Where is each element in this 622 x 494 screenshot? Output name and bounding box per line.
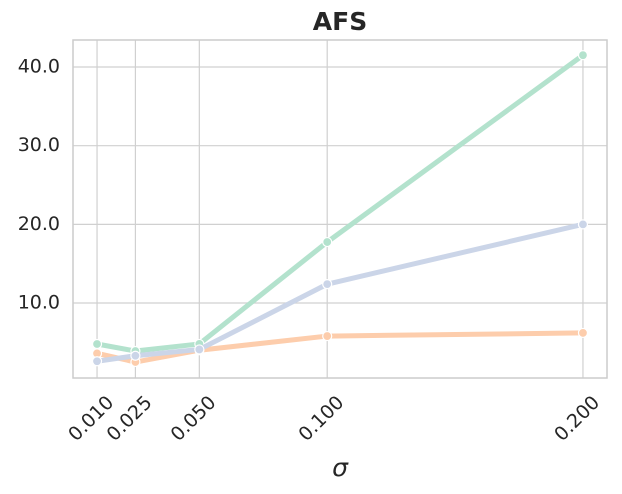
marker [577, 50, 589, 61]
x-tick-label: 0.200 [550, 392, 604, 446]
y-tick-label: 40.0 [18, 55, 60, 77]
x-tick-label: 0.100 [294, 392, 348, 446]
chart-title: AFS [313, 7, 367, 36]
marker [91, 338, 103, 350]
marker [322, 330, 333, 342]
marker [322, 279, 333, 290]
marker [577, 219, 589, 230]
line [94, 221, 586, 364]
y-tick-label: 20.0 [18, 213, 60, 235]
x-axis-label: σ [332, 453, 349, 482]
marker [322, 236, 333, 248]
plot-frame [72, 39, 608, 379]
marker [194, 344, 205, 355]
y-tick-label: 30.0 [18, 134, 60, 156]
y-tick-label: 10.0 [18, 292, 60, 314]
line [94, 52, 586, 354]
marker [130, 350, 141, 361]
marker [577, 327, 589, 339]
x-tick-label: 0.050 [166, 392, 220, 446]
marker [91, 356, 103, 367]
